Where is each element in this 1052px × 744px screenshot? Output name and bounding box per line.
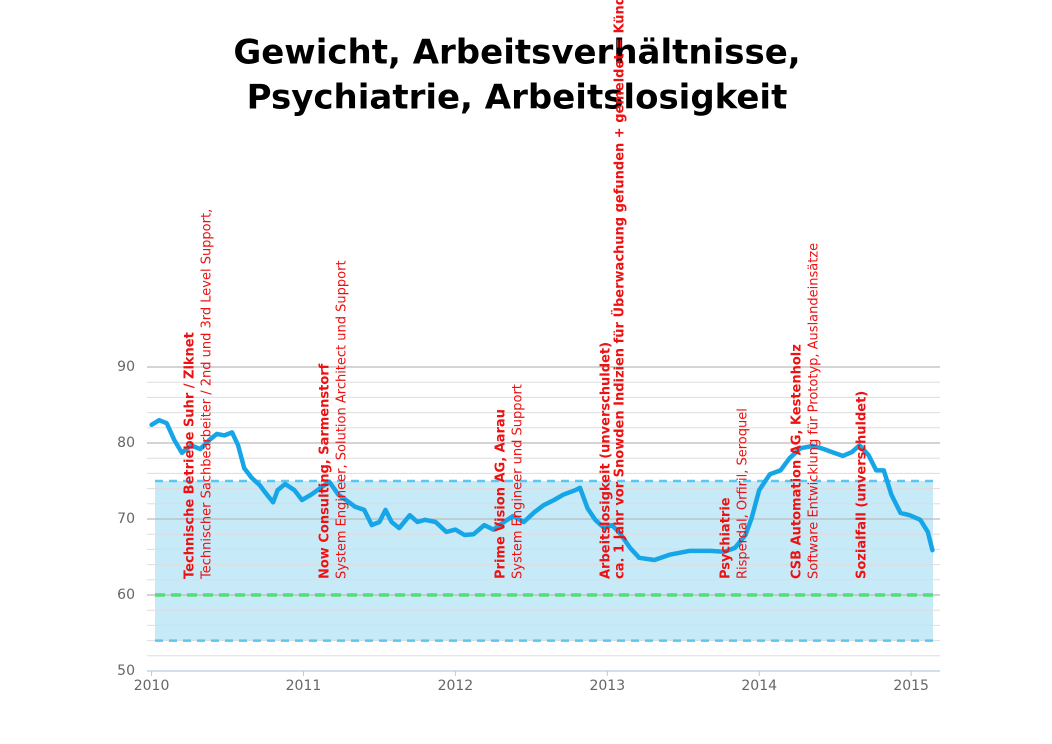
y-tick-label: 70 bbox=[117, 511, 135, 527]
x-tick-label: 2012 bbox=[438, 678, 474, 694]
annotation: Arbeitslosigkeit (unverschuldet) bbox=[599, 342, 614, 579]
x-tick-label: 2010 bbox=[134, 678, 170, 694]
annotation: Now Consulting, Sarmenstorf bbox=[318, 363, 333, 579]
x-tick-label: 2015 bbox=[893, 678, 929, 694]
annotation: Technische Betriebe Suhr / Zlknet bbox=[183, 332, 198, 579]
chart-title: Gewicht, Arbeitsverhältnisse, bbox=[233, 33, 800, 73]
annotation: System Engineer, Solution Architect und … bbox=[335, 260, 350, 579]
annotation: System Engineer und Support bbox=[511, 384, 526, 579]
y-tick-label: 60 bbox=[117, 587, 135, 603]
annotation: CSB Automation AG, Kestenholz bbox=[790, 344, 805, 579]
chart-title: Psychiatrie, Arbeitslosigkeit bbox=[247, 78, 788, 118]
annotation: Technischer Sachbearbeiter / 2nd und 3rd… bbox=[200, 209, 215, 580]
x-tick-label: 2011 bbox=[286, 678, 322, 694]
annotation: Risperdal, Orfiril, Seroquel bbox=[736, 408, 751, 579]
y-tick-label: 90 bbox=[117, 359, 135, 375]
annotation: Software Entwicklung für Prototyp, Ausla… bbox=[807, 243, 822, 579]
x-tick-label: 2013 bbox=[589, 678, 625, 694]
annotation: Prime Vision AG, Aarau bbox=[494, 409, 509, 579]
x-tick-label: 2014 bbox=[741, 678, 777, 694]
annotation: Psychiatrie bbox=[719, 497, 734, 579]
annotation: Sozialfall (unverschuldet) bbox=[855, 391, 870, 579]
annotation: ca. 1 Jahr vor Snowden Indizien für Über… bbox=[612, 0, 628, 579]
y-tick-label: 50 bbox=[117, 663, 135, 679]
weight-line bbox=[149, 417, 935, 563]
y-tick-label: 80 bbox=[117, 435, 135, 451]
